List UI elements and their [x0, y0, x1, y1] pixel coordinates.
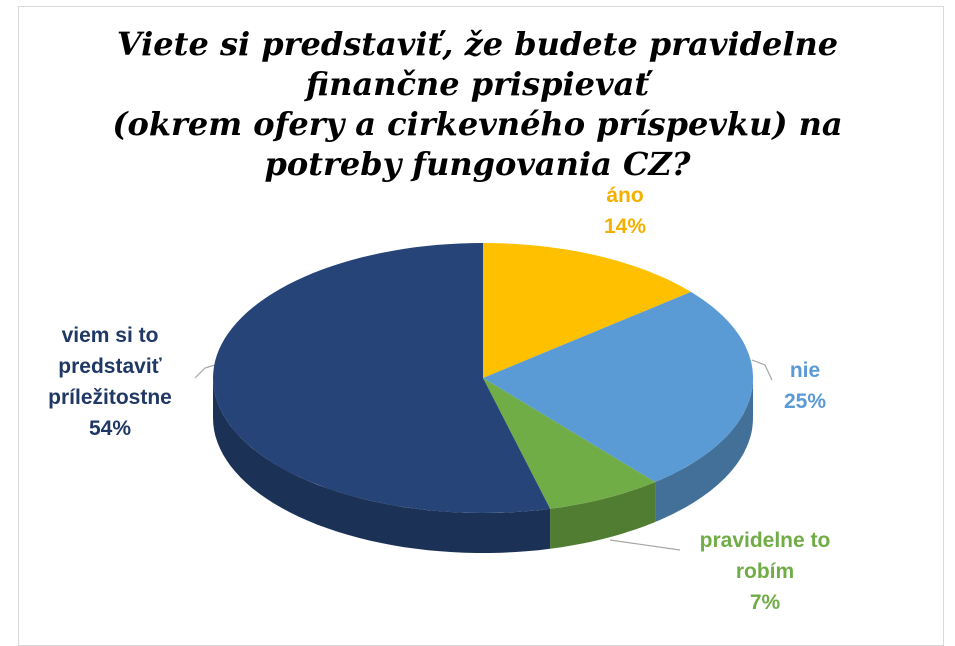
chart [194, 243, 773, 553]
slice [483, 243, 691, 378]
chart-title: Viete si predstaviť, že budete pravideln… [0, 24, 955, 184]
title-line: Viete si predstaviť, že budete pravideln… [116, 25, 839, 63]
data-label: áno 14% [565, 180, 685, 242]
category-label: nie [789, 359, 821, 382]
slice [483, 291, 753, 482]
title-line: potreby fungovania CZ? [264, 145, 691, 183]
title-line: (okrem ofery a cirkevného príspevku) na [112, 105, 843, 143]
category-label: áno [606, 184, 644, 207]
slice [483, 378, 656, 509]
category-label: pravidelne to robím [699, 529, 831, 583]
leader-line [609, 539, 681, 551]
data-label: pravidelne to robím 7% [675, 525, 855, 618]
category-label: viem si to predstaviť príležitostne [48, 324, 172, 409]
value-label: 14% [603, 215, 647, 238]
page: Viete si predstaviť, že budete pravideln… [0, 6, 955, 646]
leader-line [751, 359, 773, 381]
slice-side [550, 482, 656, 549]
slice-side [213, 378, 551, 553]
slice [213, 243, 551, 513]
data-label: nie 25% [760, 355, 850, 417]
value-label: 25% [783, 390, 827, 413]
value-label: 54% [88, 417, 132, 440]
title-line: finančne prispievať [305, 65, 650, 103]
leader-line [194, 364, 216, 379]
value-label: 7% [749, 591, 781, 614]
slice-side [655, 378, 753, 522]
data-label: viem si to predstaviť príležitostne 54% [10, 320, 210, 444]
